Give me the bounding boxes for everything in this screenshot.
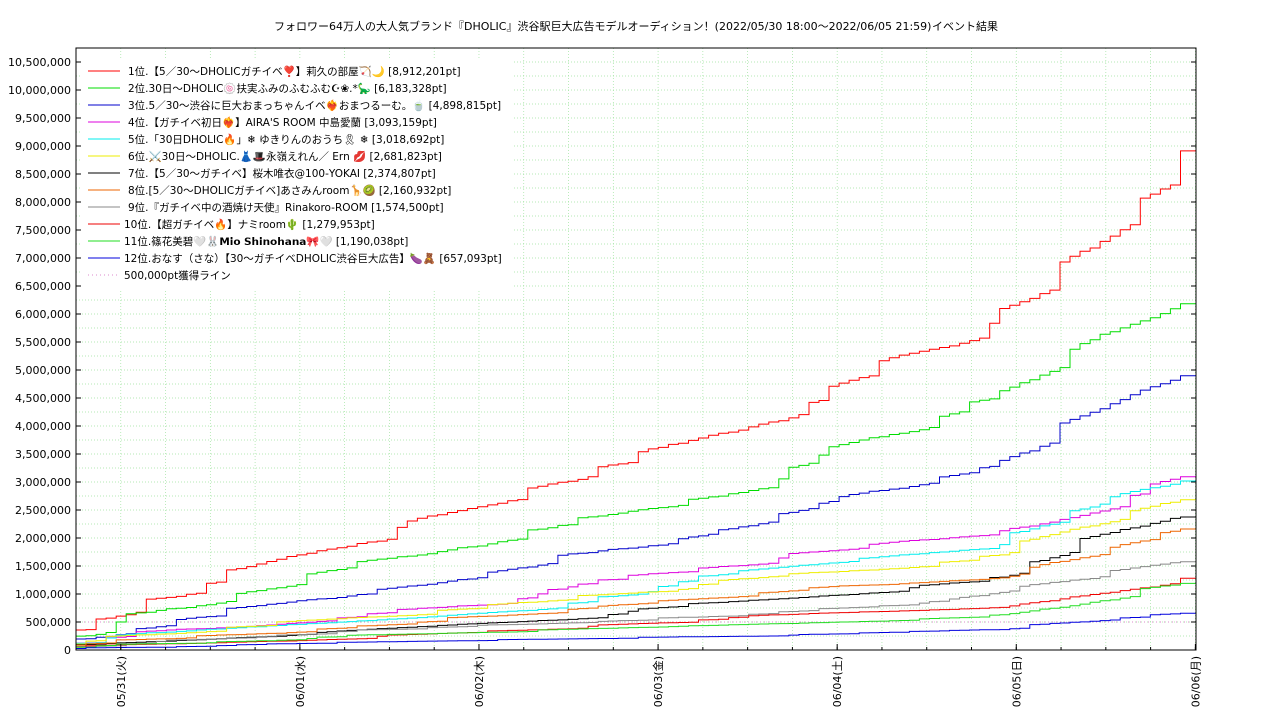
series-line-rank-11 bbox=[76, 582, 1196, 648]
legend-entry-rank-11: 11位.篠花美碧🤍🐰𝗠𝗶𝗼 𝗦𝗵𝗶𝗻𝗼𝗵𝗮𝗻𝗮🎀🤍 [1,190,038pt] bbox=[124, 235, 408, 248]
series-line-rank-2 bbox=[76, 303, 1196, 637]
x-tick-label: 06/03(金) bbox=[651, 656, 665, 707]
series-line-rank-1 bbox=[76, 150, 1196, 631]
y-tick-label: 3,500,000 bbox=[15, 448, 71, 461]
y-tick-label: 7,500,000 bbox=[15, 224, 71, 237]
y-tick-label: 9,500,000 bbox=[15, 112, 71, 125]
legend-entry-rank-5: 5位.「30日DHOLIC🔥」❄︎ ゆきりんのおうち🎗 ❄︎ [3,018,69… bbox=[128, 133, 444, 146]
y-tick-label: 4,500,000 bbox=[15, 392, 71, 405]
x-tick-label: 06/02(木) bbox=[473, 656, 486, 707]
y-tick-label: 7,000,000 bbox=[15, 252, 71, 265]
y-tick-label: 1,000,000 bbox=[15, 588, 71, 601]
series-line-rank-7 bbox=[76, 516, 1196, 646]
chart-title: フォロワー64万人の大人気ブランド『DHOLIC』渋谷駅巨大広告モデルオーディシ… bbox=[274, 19, 931, 33]
legend-entry-rank-12: 12位.おなす（さな）【30〜ガチイベDHOLIC渋谷巨大広告】🍆🧸 [657,… bbox=[124, 252, 502, 265]
chart-title-suffix: イベント結果 bbox=[932, 19, 998, 33]
series-line-rank-3 bbox=[76, 375, 1196, 640]
series-lines bbox=[76, 150, 1196, 649]
x-tick-label: 06/06(月) bbox=[1189, 656, 1202, 707]
series-line-rank-9 bbox=[76, 561, 1196, 647]
legend-entry-rank-3: 3位.5／30〜渋谷に巨大おまっちゃんイベ❤️‍🔥おまつるーむ。🍵 [4,898… bbox=[128, 99, 501, 112]
axes: 0 500,000 1,000,000 1,500,000 2,000,000 2,500… bbox=[8, 56, 1202, 707]
series-line-rank-6 bbox=[76, 499, 1196, 645]
y-tick-label: 5,000,000 bbox=[15, 364, 71, 377]
y-tick-label: 10,000,000 bbox=[8, 84, 71, 97]
legend-entry-rank-9: 9位.『ガチイベ中の酒焼け天使』Rinakoro-ROOM [1,574,500… bbox=[128, 201, 444, 214]
series-line-rank-4 bbox=[76, 476, 1196, 644]
legend-entry-rank-2: 2位.30日〜DHOLIC🍥扶実ふみのふむふむ☪︎❀.*🦕 [6,183,328… bbox=[128, 82, 447, 95]
y-tick-label: 3,000,000 bbox=[15, 476, 71, 489]
y-tick-label: 8,500,000 bbox=[15, 168, 71, 181]
y-tick-label: 0 bbox=[64, 644, 71, 657]
plot-frame bbox=[75, 47, 1197, 651]
legend-entry-rank-1: 1位.【5／30〜DHOLICガチイベ❣️】莉久の部屋🏹🌙 [8,912,201… bbox=[128, 65, 461, 78]
legend-entry-rank-10: 10位.【超ガチイベ🔥】ナミroom🌵 [1,279,953pt] bbox=[124, 218, 375, 231]
legend: 1位.【5／30〜DHOLICガチイベ❣️】莉久の部屋🏹🌙 [8,912,201… bbox=[82, 60, 512, 290]
series-line-rank-5 bbox=[76, 480, 1196, 644]
x-tick-label: 06/04(土) bbox=[831, 656, 844, 707]
x-tick-label: 06/05(日) bbox=[1010, 656, 1023, 707]
legend-entry-rank-4: 4位.【ガチイベ初日❤️‍🔥】AIRA'S ROOM 中島愛蘭 [3,093,1… bbox=[128, 116, 437, 129]
y-tick-label: 2,000,000 bbox=[15, 532, 71, 545]
y-tick-label: 4,000,000 bbox=[15, 420, 71, 433]
legend-entry-rank-7: 7位.【5／30〜ガチイベ】桜木唯衣@100-YOKAI [2,374,807p… bbox=[128, 167, 436, 180]
y-tick-label: 1,500,000 bbox=[15, 560, 71, 573]
y-tick-label: 500,000 bbox=[26, 616, 72, 629]
y-tick-label: 6,000,000 bbox=[15, 308, 71, 321]
x-tick-label: 05/31(火) bbox=[115, 656, 128, 707]
legend-entry-threshold: 500,000pt獲得ライン bbox=[124, 269, 231, 282]
y-tick-label: 5,500,000 bbox=[15, 336, 71, 349]
legend-entry-rank-6: 6位.⚔️30日〜DHOLIC.👗🎩永嶺えれん／ Ern 💋 [2,681,82… bbox=[128, 150, 442, 163]
y-tick-label: 9,000,000 bbox=[15, 140, 71, 153]
series-line-rank-10 bbox=[76, 577, 1196, 648]
y-tick-label: 6,500,000 bbox=[15, 280, 71, 293]
series-line-rank-8 bbox=[76, 528, 1196, 646]
y-tick-label: 10,500,000 bbox=[8, 56, 71, 69]
y-tick-label: 8,000,000 bbox=[15, 196, 71, 209]
y-tick-label: 2,500,000 bbox=[15, 504, 71, 517]
legend-entry-rank-8: 8位.[5／30〜DHOLICガチイベ]あさみんroom🦒🥝 [2,160,93… bbox=[128, 183, 451, 197]
series-line-rank-12 bbox=[76, 612, 1196, 649]
x-tick-label: 06/01(水) bbox=[294, 656, 307, 707]
legend-background bbox=[82, 60, 512, 290]
